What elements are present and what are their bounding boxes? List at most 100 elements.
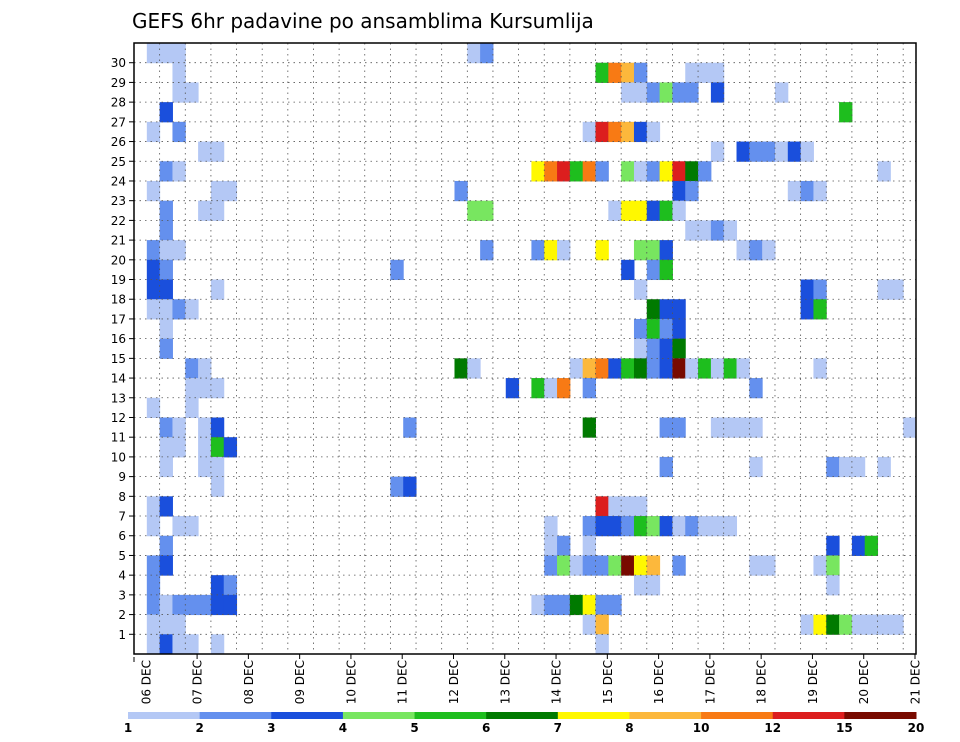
heatmap-cell	[210, 456, 225, 478]
heatmap-cell	[672, 555, 686, 576]
x-tick-label: 19 DEC	[806, 660, 820, 704]
colorbar-segment	[199, 712, 272, 719]
heatmap-cell	[851, 614, 866, 635]
y-tick-label: 22	[111, 214, 126, 228]
heatmap-cell	[544, 378, 558, 399]
x-tick-label: 10 DEC	[344, 660, 358, 704]
heatmap-cell	[531, 161, 545, 182]
colorbar-segment	[342, 712, 416, 719]
x-tick-label: 15 DEC	[601, 660, 615, 704]
heatmap-cell	[749, 417, 763, 438]
heatmap-cell	[710, 82, 725, 103]
heatmap-cell	[646, 338, 661, 359]
heatmap-cell	[877, 279, 891, 300]
heatmap-cell	[839, 102, 853, 123]
heatmap-cell	[608, 594, 622, 616]
heatmap-cell	[198, 456, 212, 478]
heatmap-cell	[749, 456, 763, 478]
heatmap-cell	[569, 555, 584, 576]
heatmap-cell	[813, 279, 827, 300]
heatmap-cell	[172, 161, 186, 182]
heatmap-cell	[698, 358, 712, 379]
heatmap-cell	[672, 180, 686, 202]
heatmap-cell	[185, 299, 199, 320]
heatmap-cell	[582, 358, 597, 379]
colorbar-segment	[414, 712, 487, 719]
heatmap-cell	[595, 594, 609, 616]
heatmap-cell	[633, 62, 648, 83]
heatmap-cell	[159, 456, 173, 478]
colorbar-segment	[772, 712, 845, 719]
y-tick-label: 6	[118, 529, 126, 543]
y-tick-label: 15	[111, 352, 126, 366]
heatmap-cell	[749, 555, 763, 576]
heatmap-cell	[582, 417, 597, 438]
colorbar-label: 3	[267, 721, 275, 735]
heatmap-cell	[480, 240, 494, 261]
heatmap-cell	[659, 240, 673, 261]
y-tick-label: 13	[111, 391, 126, 405]
heatmap-cell	[159, 299, 173, 320]
heatmap-cell	[633, 358, 648, 379]
heatmap-cell	[223, 594, 238, 616]
heatmap-cell	[813, 180, 827, 202]
heatmap-cell	[685, 220, 699, 241]
heatmap-cell	[544, 594, 558, 616]
heatmap-cells	[146, 43, 917, 655]
colorbar-segment	[629, 712, 702, 719]
heatmap-cell	[890, 614, 904, 635]
heatmap-cell	[659, 161, 673, 182]
heatmap-cell	[595, 62, 609, 83]
y-tick-label: 14	[111, 372, 126, 386]
heatmap-cell	[467, 358, 481, 379]
heatmap-cell	[698, 220, 712, 241]
colorbar-segment	[128, 712, 201, 719]
heatmap-cell	[646, 161, 661, 182]
x-tick-label: 20 DEC	[857, 660, 871, 704]
y-tick-label: 7	[118, 510, 126, 524]
heatmap-cell	[146, 516, 161, 537]
heatmap-cell	[813, 299, 827, 320]
heatmap-cell	[185, 634, 199, 655]
heatmap-cell	[608, 555, 622, 576]
heatmap-cell	[403, 417, 417, 438]
heatmap-cell	[633, 516, 648, 537]
heatmap-cell	[633, 161, 648, 182]
y-tick-label: 12	[111, 411, 126, 425]
heatmap-cell	[877, 456, 891, 478]
heatmap-cell	[159, 535, 173, 556]
heatmap-cell	[659, 358, 673, 379]
y-tick-label: 5	[118, 549, 126, 563]
heatmap-cell	[633, 338, 648, 359]
heatmap-cell	[646, 200, 661, 221]
heatmap-cell	[749, 141, 763, 162]
heatmap-cell	[659, 338, 673, 359]
heatmap-cell	[659, 299, 673, 320]
plot-frame	[133, 42, 917, 655]
heatmap-cell	[749, 378, 763, 399]
colorbar-label: 20	[908, 721, 925, 735]
heatmap-cell	[659, 516, 673, 537]
heatmap-cell	[813, 555, 827, 576]
heatmap-cell	[185, 594, 199, 616]
heatmap-cell	[608, 496, 622, 517]
heatmap-cell	[544, 240, 558, 261]
heatmap-cell	[146, 614, 161, 635]
heatmap-cell	[659, 200, 673, 221]
heatmap-cell	[851, 535, 866, 556]
heatmap-cell	[185, 397, 199, 418]
heatmap-cell	[172, 437, 186, 458]
heatmap-cell	[582, 121, 597, 143]
heatmap-cell	[146, 180, 161, 202]
heatmap-cell	[557, 240, 571, 261]
heatmap-cell	[646, 240, 661, 261]
colorbar-label: 7	[554, 721, 562, 735]
x-tick-label: 18 DEC	[755, 660, 769, 704]
heatmap-cell	[672, 516, 686, 537]
y-tick-label: 25	[111, 155, 126, 169]
heatmap-cell	[159, 594, 173, 616]
heatmap-cell	[646, 575, 661, 596]
heatmap-cell	[146, 555, 161, 576]
heatmap-cell	[672, 338, 686, 359]
heatmap-cell	[146, 43, 161, 64]
